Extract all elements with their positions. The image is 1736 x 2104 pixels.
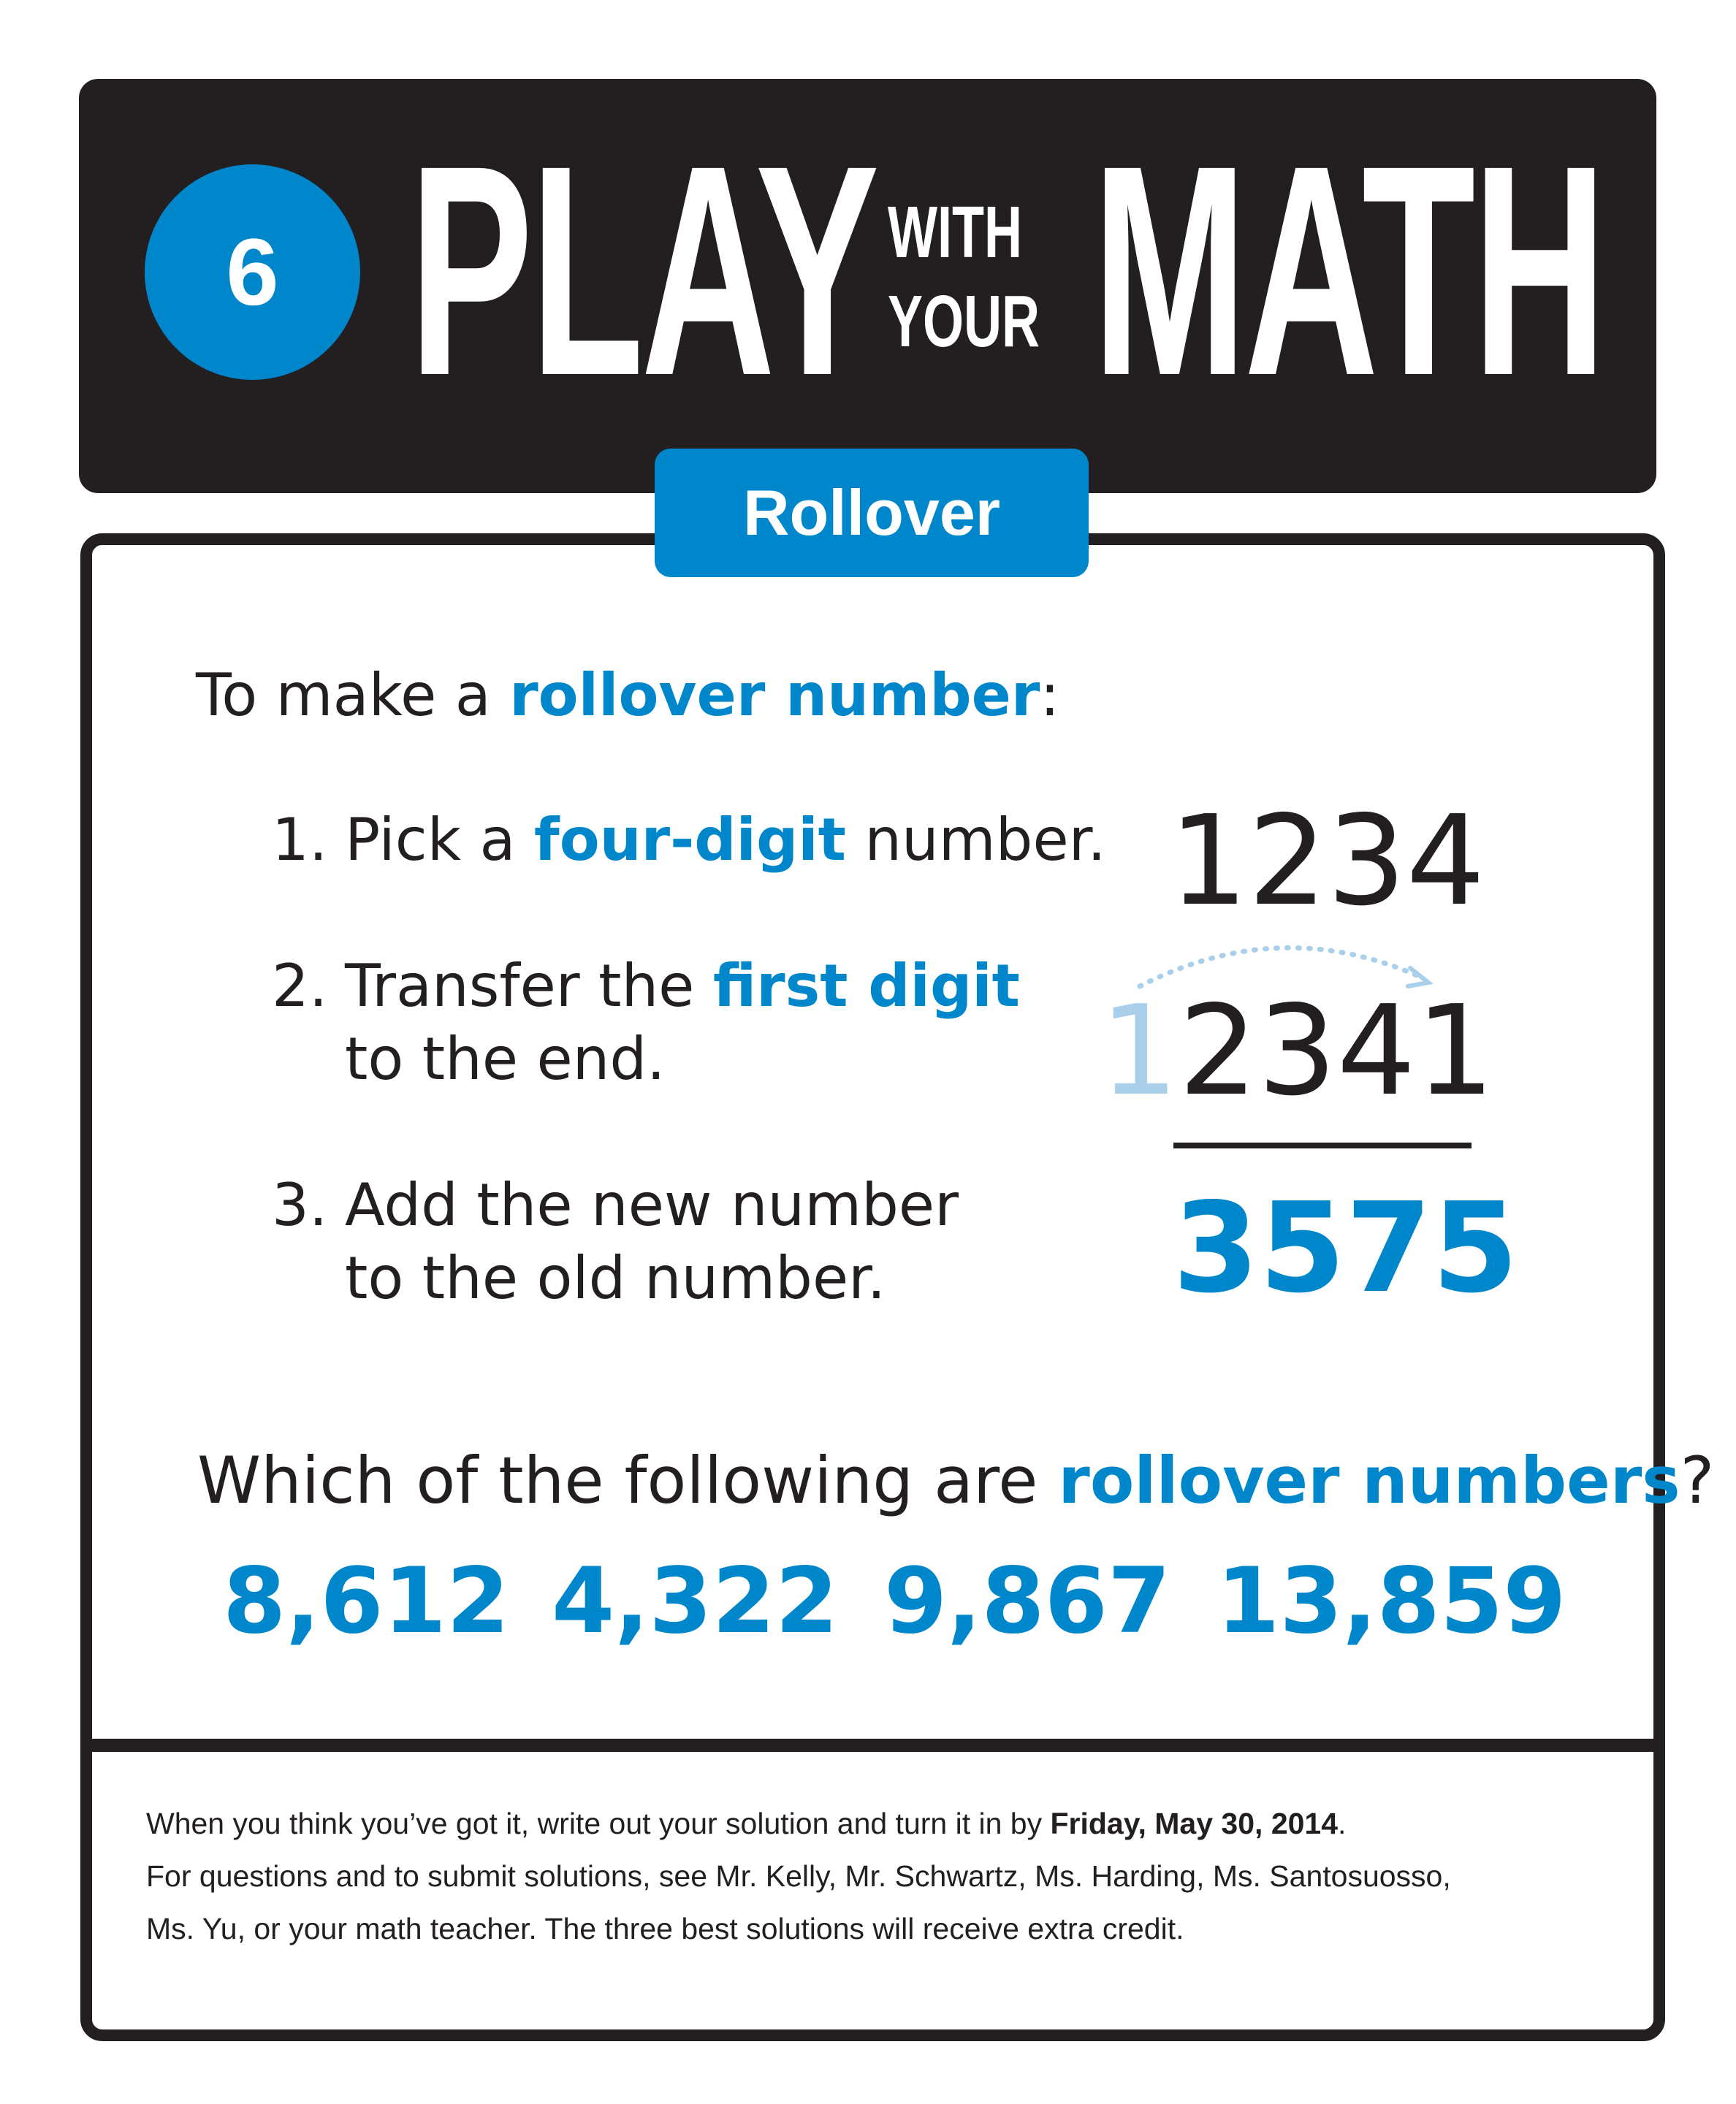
option-number: 8,612 — [223, 1549, 510, 1654]
intro-text: To make a rollover number: — [196, 661, 1060, 729]
number-badge-label: 6 — [226, 218, 279, 325]
option-number: 13,859 — [1217, 1549, 1566, 1654]
title-your: YOUR — [888, 281, 1040, 362]
footer-line-1: When you think you’ve got it, write out … — [146, 1807, 1347, 1840]
step-3: 3. Add the new number to the old number. — [272, 1169, 959, 1315]
number-badge — [145, 164, 360, 380]
footer-instructions: When you think you’ve got it, write out … — [146, 1797, 1589, 1955]
step-1-highlight: four-digit — [533, 806, 846, 874]
example-sum: 3575 — [1173, 1176, 1519, 1321]
content-card — [80, 533, 1665, 2041]
intro-highlight: rollover number — [509, 661, 1040, 729]
sum-line — [1173, 1143, 1472, 1148]
option-number: 4,322 — [552, 1549, 839, 1654]
transfer-arrow-icon — [1137, 945, 1434, 989]
example-rotated-number: 12341 — [1100, 979, 1495, 1124]
example-original-number: 1234 — [1169, 789, 1485, 934]
step-3-line2: to the old number. — [345, 1244, 886, 1312]
title-play: PLAY — [409, 103, 879, 438]
footer-divider — [80, 1739, 1665, 1752]
answer-options: 8,612 4,322 9,867 13,859 — [223, 1549, 1566, 1666]
step-1: 1. Pick a four-digit number. — [272, 806, 1106, 874]
title-math: MATH — [1092, 103, 1607, 438]
step-2-line2: to the end. — [345, 1025, 666, 1093]
step-2-highlight: first digit — [712, 952, 1020, 1020]
deadline-date: Friday, May 30, 2014 — [1050, 1807, 1339, 1840]
option-number: 9,867 — [884, 1549, 1171, 1654]
question-highlight: rollover numbers — [1058, 1443, 1680, 1518]
moved-digit: 1 — [1100, 979, 1179, 1124]
title-with: WITH — [888, 191, 1022, 273]
step-2: 2. Transfer the first digit to the end. — [272, 950, 1020, 1096]
footer-line-3: Ms. Yu, or your math teacher. The three … — [146, 1912, 1184, 1945]
footer-line-2: For questions and to submit solutions, s… — [146, 1859, 1451, 1893]
question-text: Which of the following are rollover numb… — [197, 1443, 1715, 1518]
rollover-tab: Rollover — [655, 449, 1089, 577]
